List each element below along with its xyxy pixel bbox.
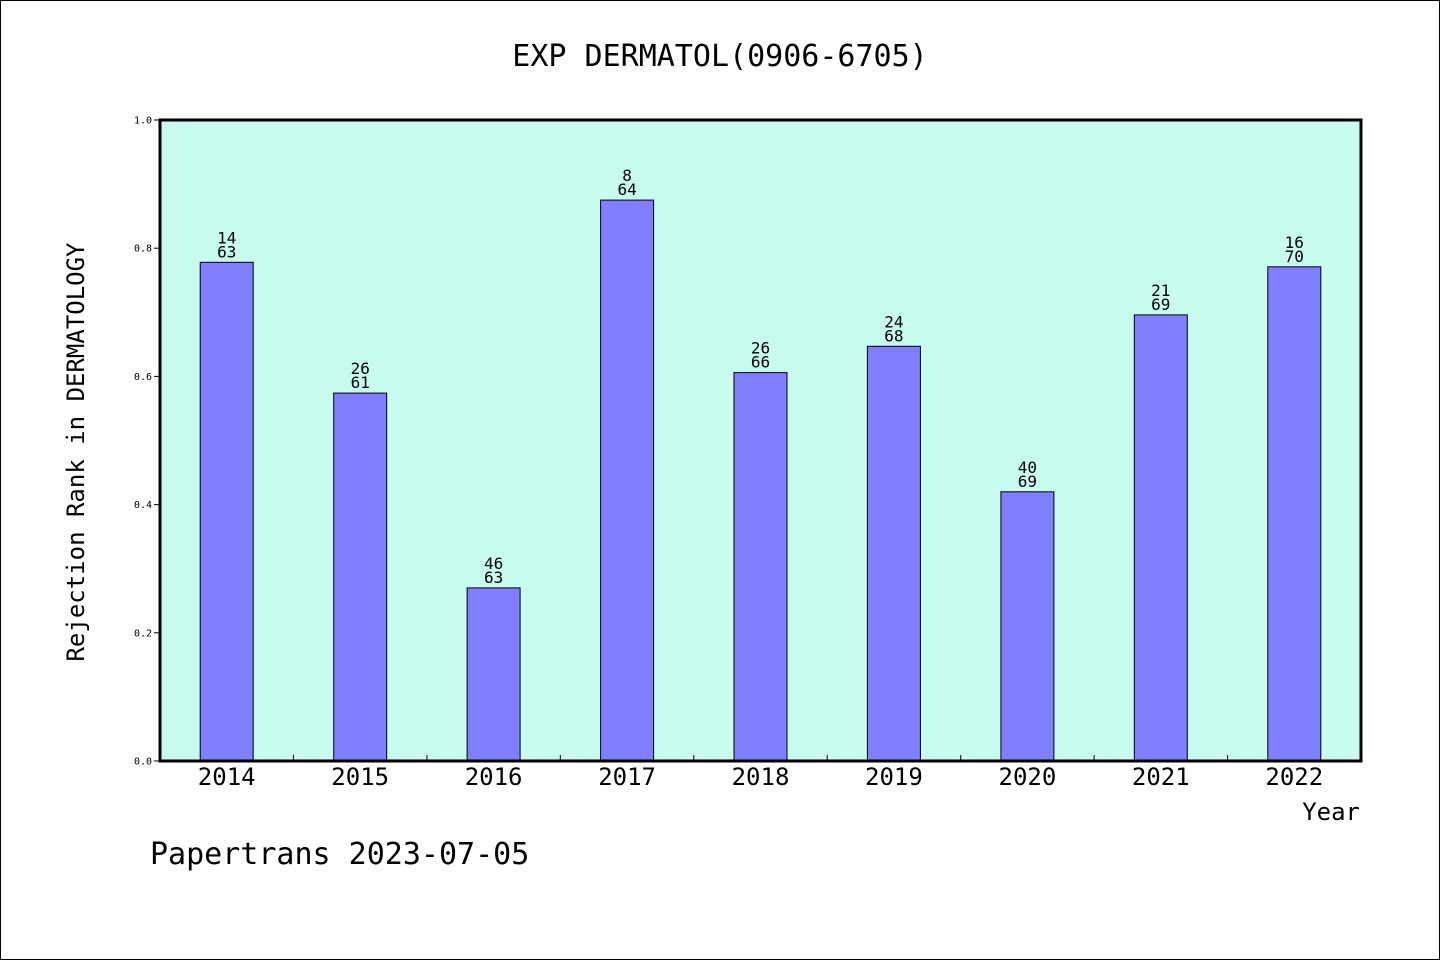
bar-2022 [1267,266,1322,762]
x-tick-label-2020: 2020 [999,763,1057,791]
y-tick-label-0.6: 0.6 [134,372,152,383]
total-label-2022: 70 [1285,247,1304,266]
total-label-2019: 68 [884,326,903,345]
y-tick-label-0.0: 0.0 [134,757,152,768]
x-axis: 2014 2015 2016 2017 2018 2019 2020 2021 2022 [198,755,1323,791]
bar-2016 [466,587,521,762]
x-axis-title: Year [1302,798,1360,826]
rank-label-2020: 40 [1018,458,1037,477]
rank-label-2016: 46 [484,554,503,573]
y-tick-label-1.0: 1.0 [134,116,152,127]
rank-label-2017: 8 [622,166,632,185]
y-tick-label-0.4: 0.4 [134,500,152,511]
total-label-2017: 64 [617,180,636,199]
rank-label-2015: 26 [351,359,370,378]
bar-2018 [733,372,788,762]
rank-label-2022: 16 [1285,233,1304,252]
x-tick-label-2021: 2021 [1132,763,1190,791]
bar-2017 [600,199,655,762]
bars-group [199,199,1322,762]
y-axis-title: Rejection Rank in DERMATOLOGY [62,242,90,662]
y-tick-label-0.8: 0.8 [134,244,152,255]
x-tick-label-2018: 2018 [732,763,790,791]
bar-2021 [1133,314,1188,762]
rank-label-2021: 21 [1151,281,1170,300]
bar-2020 [1000,491,1055,762]
chart-title: EXP DERMATOL(0906-6705) [512,39,927,74]
x-tick-label-2015: 2015 [331,763,389,791]
x-tick-label-2022: 2022 [1265,763,1323,791]
bar-2019 [866,345,921,762]
x-tick-label-2014: 2014 [198,763,256,791]
total-label-2020: 69 [1018,472,1037,491]
total-label-2015: 61 [351,373,370,392]
x-tick-label-2017: 2017 [598,763,656,791]
total-label-2016: 63 [484,568,503,587]
y-tick-label-0.2: 0.2 [134,628,152,639]
x-tick-label-2016: 2016 [465,763,523,791]
footer-text: Papertrans 2023-07-05 [150,837,529,872]
plot-border [158,118,1363,763]
bar-2014 [199,261,254,762]
total-label-2014: 63 [217,242,236,261]
total-label-2018: 66 [751,353,770,372]
rank-label-2018: 26 [751,339,770,358]
y-axis: 0.0 0.2 0.4 0.6 0.8 1.0 [134,116,160,768]
x-tick-label-2019: 2019 [865,763,923,791]
total-label-2021: 69 [1151,295,1170,314]
bar-2015 [333,392,388,762]
rank-label-2019: 24 [884,312,903,331]
rank-label-2014: 14 [217,228,236,247]
